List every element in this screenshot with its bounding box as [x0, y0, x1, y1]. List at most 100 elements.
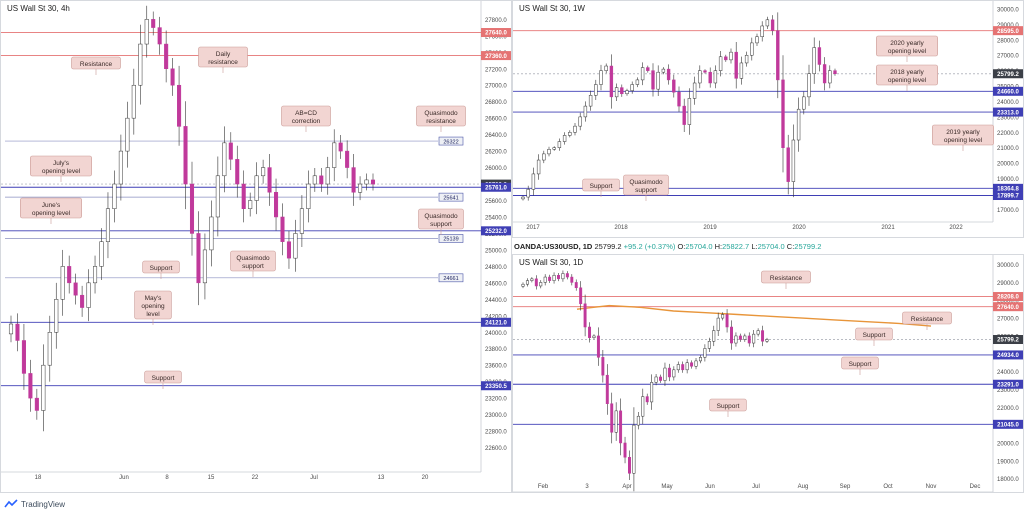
candle-body — [650, 382, 654, 403]
candle-body — [562, 135, 567, 142]
y-tick-label: 24000.0 — [997, 100, 1019, 106]
candle-body — [604, 65, 608, 71]
x-tick-label: 22 — [252, 475, 259, 481]
chart-panel-4h[interactable]: 27800.027600.027400.027200.027000.026800… — [0, 0, 512, 493]
candle-body — [338, 142, 343, 152]
candle-body — [776, 30, 780, 81]
candle-body — [306, 183, 311, 209]
x-tick-label: Aug — [798, 484, 809, 490]
candle-body — [734, 51, 738, 79]
candle-body — [112, 183, 117, 209]
candle-body — [752, 333, 756, 344]
annotation-label-text: Quasimodo — [424, 213, 458, 220]
candle-body — [833, 70, 837, 75]
x-tick-label: Jun — [705, 484, 715, 490]
y-tick-label: 22000.0 — [997, 131, 1019, 137]
y-tick-label: 23200.0 — [485, 397, 507, 403]
x-tick-label: 8 — [165, 475, 169, 481]
candle-body — [725, 314, 729, 328]
annotation-label-text: June's — [42, 202, 61, 209]
x-tick-label: 3 — [585, 484, 589, 490]
open-value: 25704.0 — [685, 242, 713, 251]
candle-body — [531, 173, 536, 190]
y-tick-label: 27200.0 — [485, 67, 507, 73]
candle-body — [93, 266, 98, 284]
level-price-tag — [993, 292, 1023, 302]
chart-panel-1d[interactable]: 30000.029000.028000.027000.026000.025000… — [512, 254, 1024, 493]
candle-body — [254, 175, 259, 201]
candle-body — [105, 208, 110, 242]
candle-body — [552, 147, 556, 150]
candle-body — [170, 68, 175, 86]
level-price-label: 25232.0 — [485, 229, 507, 235]
candle-body — [635, 79, 640, 85]
level-price-label: 25799.2 — [997, 338, 1019, 344]
candle-body — [703, 348, 707, 358]
candle-body — [565, 273, 569, 278]
candle-body — [131, 84, 136, 119]
level-box-label: 25641 — [443, 195, 458, 201]
candle-body — [716, 317, 720, 331]
annotation-label-text: AB=CD — [295, 110, 317, 117]
x-tick-label: 2021 — [881, 225, 895, 231]
x-tick-label: Jul — [752, 484, 760, 490]
candle-body — [99, 241, 104, 267]
level-price-label: 18364.8 — [997, 187, 1019, 193]
tradingview-logo-icon — [4, 499, 18, 508]
candle-body — [676, 364, 680, 371]
y-tick-label: 27000.0 — [485, 84, 507, 90]
price-axis — [481, 1, 511, 478]
y-tick-label: 29000.0 — [997, 281, 1019, 287]
y-tick-label: 23600.0 — [485, 364, 507, 370]
candle-body — [345, 150, 350, 168]
candle-body — [623, 442, 627, 458]
level-price-tag — [993, 26, 1023, 36]
candle-body — [261, 167, 266, 177]
y-tick-label: 23000.0 — [997, 115, 1019, 121]
candle-body — [724, 56, 728, 61]
level-price-tag — [481, 381, 511, 391]
candle-body — [241, 183, 246, 209]
candle-body — [293, 233, 298, 259]
y-tick-label: 26400.0 — [485, 133, 507, 139]
y-tick-label: 19000.0 — [997, 459, 1019, 465]
candle-body — [280, 216, 285, 242]
tradingview-brand[interactable]: TradingView — [4, 499, 65, 509]
candle-body — [525, 280, 529, 285]
annotation-label-text: opening level — [944, 137, 983, 144]
candle-body — [756, 330, 760, 335]
y-tick-label: 21000.0 — [997, 146, 1019, 152]
candle-body — [654, 376, 658, 383]
candle-body — [177, 84, 182, 127]
candle-body — [125, 117, 130, 152]
candle-body — [34, 397, 39, 411]
candle-body — [138, 43, 143, 86]
level-price-tag — [481, 182, 511, 192]
level-box — [438, 234, 464, 243]
high-value: 25822.7 — [722, 242, 750, 251]
candle-body — [594, 84, 598, 96]
candle-body — [542, 153, 546, 161]
candle-body — [573, 125, 577, 133]
level-price-tag — [993, 183, 1023, 193]
y-tick-label: 24800.0 — [485, 265, 507, 271]
y-tick-label: 25000.0 — [485, 248, 507, 254]
moving-average-line — [576, 304, 932, 327]
chart-panel-1w[interactable]: 30000.029000.028000.027000.026000.025000… — [512, 0, 1024, 238]
candle-body — [189, 183, 195, 234]
y-tick-label: 24000.0 — [485, 331, 507, 337]
y-tick-label: 26000.0 — [485, 166, 507, 172]
level-price-tag — [481, 51, 511, 61]
candle-body — [687, 98, 692, 125]
level-price-label: 24121.0 — [485, 320, 507, 326]
candle-body — [610, 403, 614, 433]
annotation-label-text: opening level — [888, 48, 927, 55]
annotation-label-text: 2018 yearly — [890, 69, 924, 76]
candle-body — [332, 142, 337, 168]
level-price-label: 24660.0 — [997, 90, 1019, 96]
candle-body — [15, 323, 20, 341]
level-box-label: 24661 — [443, 276, 458, 282]
candle-body — [286, 241, 291, 259]
candle-body — [526, 189, 530, 198]
x-tick-label: Nov — [926, 484, 937, 490]
